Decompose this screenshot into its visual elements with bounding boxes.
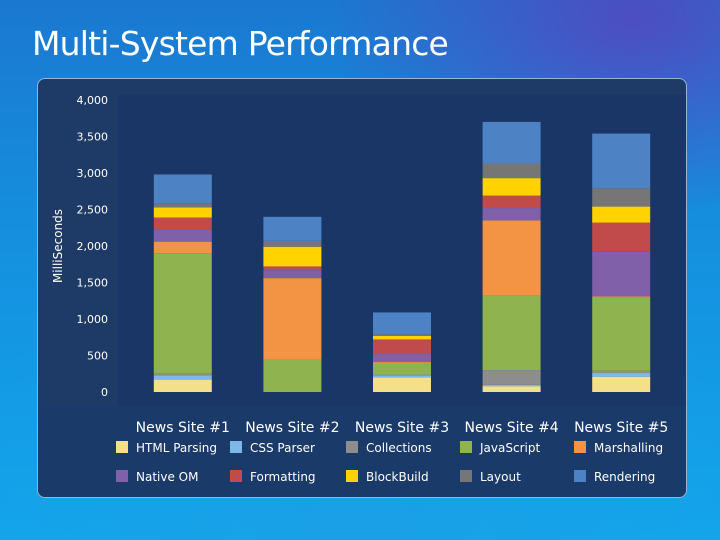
legend-swatch — [574, 441, 586, 453]
y-axis-title: MilliSeconds — [51, 209, 65, 283]
legend-swatch — [346, 441, 358, 453]
x-category-label: News Site #4 — [464, 420, 558, 436]
legend-swatch — [116, 470, 128, 482]
y-tick-label: 3,500 — [77, 131, 109, 144]
legend-label: Rendering — [594, 470, 655, 484]
bar-segment-blockbuild — [373, 335, 431, 340]
bar-segment-html-parsing — [592, 376, 651, 392]
bar-segment-javascript — [263, 359, 322, 392]
bar-segment-blockbuild — [153, 207, 212, 218]
bar-segment-formatting — [153, 217, 212, 230]
bar-segment-layout — [482, 163, 541, 179]
y-tick-label: 2,000 — [77, 240, 109, 253]
y-tick-label: 500 — [87, 350, 108, 363]
bar-segment-css-parser — [373, 375, 431, 378]
x-category-label: News Site #5 — [574, 420, 668, 436]
bar-segment-native-om — [373, 354, 431, 363]
bar-segment-collections — [373, 374, 431, 376]
bar-segment-javascript — [592, 297, 651, 371]
y-tick-label: 1,500 — [77, 277, 109, 290]
bar-segment-blockbuild — [482, 178, 541, 196]
bar-segment-native-om — [263, 270, 322, 279]
bar-segment-marshalling — [482, 220, 541, 296]
bar-segment-rendering — [263, 216, 322, 241]
legend-swatch — [230, 441, 242, 453]
bar-segment-layout — [153, 203, 212, 208]
bar-segment-rendering — [592, 133, 651, 189]
bar-segment-marshalling — [373, 362, 431, 364]
y-tick-label: 4,000 — [77, 94, 109, 107]
legend-label: Native OM — [136, 470, 198, 484]
bar-segment-rendering — [373, 312, 431, 335]
bar-segment-rendering — [482, 121, 541, 164]
bar-segment-html-parsing — [373, 377, 431, 392]
bar-segment-layout — [592, 188, 651, 207]
bar-segment-collections — [153, 373, 212, 376]
bar-segment-javascript — [482, 295, 541, 371]
x-category-label: News Site #3 — [355, 420, 449, 436]
bar-segment-css-parser — [592, 373, 651, 377]
y-tick-label: 1,000 — [77, 313, 109, 326]
y-tick-label: 0 — [101, 386, 108, 399]
y-tick-label: 3,000 — [77, 167, 109, 180]
stacked-bar-chart: MilliSeconds 0 500 1,000 1,500 2,000 2,500 3,00… — [51, 94, 668, 484]
bar-segment-formatting — [482, 195, 541, 209]
legend-label: Collections — [366, 441, 432, 455]
bar-segment-blockbuild — [592, 206, 651, 223]
bar-segment-layout — [373, 334, 431, 336]
bar-segment-marshalling — [592, 296, 651, 298]
bar-segment-css-parser — [153, 375, 212, 380]
legend-swatch — [230, 470, 242, 482]
bar-segment-blockbuild — [263, 246, 322, 267]
bar-segment-html-parsing — [153, 379, 212, 392]
legend-label: JavaScript — [479, 441, 540, 455]
bar-segment-rendering — [153, 174, 212, 204]
legend-swatch — [460, 441, 472, 453]
bar-segment-collections — [482, 370, 541, 385]
bar-segment-native-om — [482, 208, 541, 221]
legend-label: BlockBuild — [366, 470, 429, 484]
legend-swatch — [574, 470, 586, 482]
bar-segment-formatting — [592, 222, 651, 252]
bar-segment-native-om — [592, 251, 651, 297]
legend-label: Marshalling — [594, 441, 663, 455]
legend-swatch — [460, 470, 472, 482]
legend-label: HTML Parsing — [136, 441, 217, 455]
slide-title: Multi-System Performance — [32, 24, 449, 63]
bar-segment-formatting — [263, 266, 322, 271]
bar-segment-html-parsing — [482, 386, 541, 392]
legend-swatch — [116, 441, 128, 453]
bar-segment-collections — [592, 370, 651, 374]
chart-frame: MilliSeconds 0 500 1,000 1,500 2,000 2,500 3,00… — [37, 78, 687, 498]
x-category-label: News Site #1 — [136, 420, 230, 436]
bar-segment-native-om — [153, 229, 212, 242]
bar-segment-marshalling — [153, 241, 212, 254]
bar-segment-css-parser — [482, 384, 541, 387]
legend-swatch — [346, 470, 358, 482]
legend-label: Formatting — [250, 470, 316, 484]
bar-segment-marshalling — [263, 278, 322, 360]
x-category-label: News Site #2 — [245, 420, 339, 436]
bar-segment-javascript — [373, 363, 431, 375]
bar-segment-formatting — [373, 339, 431, 355]
y-tick-label: 2,500 — [77, 204, 109, 217]
legend-label: Layout — [480, 470, 521, 484]
bar-segment-javascript — [153, 253, 212, 374]
legend-label: CSS Parser — [250, 441, 315, 455]
bar-segment-layout — [263, 240, 322, 247]
